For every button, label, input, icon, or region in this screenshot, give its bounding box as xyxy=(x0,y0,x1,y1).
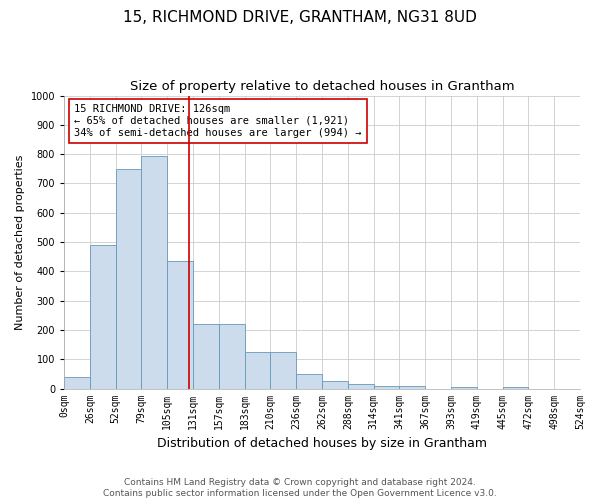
Bar xyxy=(374,386,400,388)
Bar xyxy=(90,245,116,388)
Bar xyxy=(116,169,142,388)
Bar xyxy=(348,384,374,388)
Text: Contains HM Land Registry data © Crown copyright and database right 2024.
Contai: Contains HM Land Registry data © Crown c… xyxy=(103,478,497,498)
Text: 15, RICHMOND DRIVE, GRANTHAM, NG31 8UD: 15, RICHMOND DRIVE, GRANTHAM, NG31 8UD xyxy=(123,10,477,25)
Bar xyxy=(245,352,271,389)
Bar xyxy=(296,374,322,388)
Bar xyxy=(322,381,348,388)
Bar xyxy=(193,324,219,388)
Bar xyxy=(142,156,167,388)
Title: Size of property relative to detached houses in Grantham: Size of property relative to detached ho… xyxy=(130,80,514,93)
X-axis label: Distribution of detached houses by size in Grantham: Distribution of detached houses by size … xyxy=(157,437,487,450)
Bar xyxy=(451,387,477,388)
Bar xyxy=(219,324,245,388)
Text: 15 RICHMOND DRIVE: 126sqm
← 65% of detached houses are smaller (1,921)
34% of se: 15 RICHMOND DRIVE: 126sqm ← 65% of detac… xyxy=(74,104,362,138)
Y-axis label: Number of detached properties: Number of detached properties xyxy=(15,154,25,330)
Bar xyxy=(503,387,529,388)
Bar xyxy=(400,386,425,388)
Bar xyxy=(64,377,90,388)
Bar xyxy=(167,261,193,388)
Bar xyxy=(271,352,296,389)
